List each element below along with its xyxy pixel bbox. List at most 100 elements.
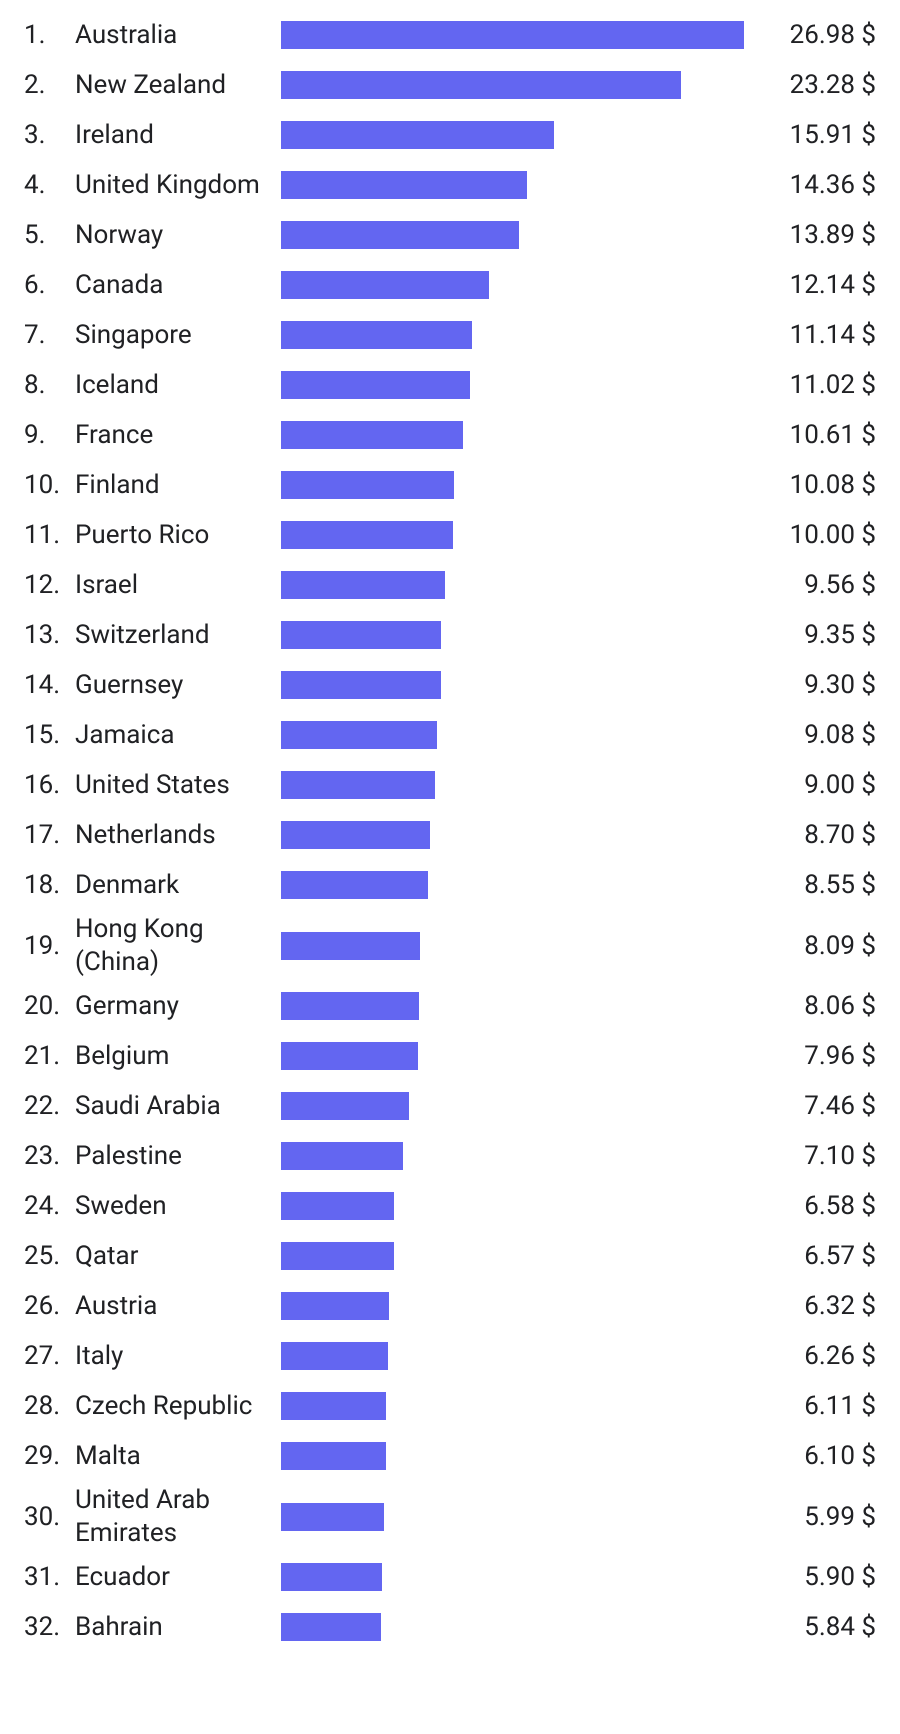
bar-fill (281, 571, 445, 599)
chart-row: 12.Israel9.56 $ (20, 560, 880, 610)
bar-fill (281, 1192, 394, 1220)
bar-fill (281, 1613, 381, 1641)
chart-row: 22.Saudi Arabia7.46 $ (20, 1081, 880, 1131)
bar-track (275, 1242, 750, 1270)
bar-fill (281, 721, 437, 749)
row-value: 5.84 $ (750, 1612, 880, 1642)
bar-track (275, 21, 750, 49)
row-rank: 4. (20, 170, 75, 200)
row-value: 23.28 $ (750, 70, 880, 100)
chart-row: 7.Singapore11.14 $ (20, 310, 880, 360)
bar-track (275, 71, 750, 99)
row-label: Hong Kong (China) (75, 913, 275, 978)
row-rank: 23. (20, 1141, 75, 1171)
row-value: 9.35 $ (750, 620, 880, 650)
chart-row: 28.Czech Republic6.11 $ (20, 1381, 880, 1431)
row-rank: 17. (20, 820, 75, 850)
bar-fill (281, 1392, 386, 1420)
bar-track (275, 932, 750, 960)
row-label: Jamaica (75, 719, 275, 752)
bar-track (275, 171, 750, 199)
row-rank: 14. (20, 670, 75, 700)
row-value: 6.58 $ (750, 1191, 880, 1221)
row-rank: 24. (20, 1191, 75, 1221)
row-rank: 19. (20, 931, 75, 961)
row-rank: 20. (20, 991, 75, 1021)
row-label: New Zealand (75, 69, 275, 102)
row-rank: 3. (20, 120, 75, 150)
bar-fill (281, 1563, 382, 1591)
chart-row: 5.Norway 13.89 $ (20, 210, 880, 260)
row-value: 10.08 $ (750, 470, 880, 500)
bar-track (275, 1292, 750, 1320)
bar-fill (281, 321, 472, 349)
row-label: France (75, 419, 275, 452)
chart-row: 23.Palestine 7.10 $ (20, 1131, 880, 1181)
bar-fill (281, 932, 420, 960)
chart-row: 18.Denmark8.55 $ (20, 860, 880, 910)
row-value: 13.89 $ (750, 220, 880, 250)
row-rank: 15. (20, 720, 75, 750)
row-rank: 9. (20, 420, 75, 450)
row-rank: 21. (20, 1041, 75, 1071)
bar-track (275, 771, 750, 799)
row-label: Bahrain (75, 1611, 275, 1644)
row-label: Malta (75, 1440, 275, 1473)
bar-track (275, 221, 750, 249)
bar-track (275, 371, 750, 399)
bar-fill (281, 471, 454, 499)
row-label: Palestine (75, 1140, 275, 1173)
bar-track (275, 1563, 750, 1591)
row-rank: 10. (20, 470, 75, 500)
row-value: 9.00 $ (750, 770, 880, 800)
chart-row: 1.Australia26.98 $ (20, 10, 880, 60)
row-label: Sweden (75, 1190, 275, 1223)
chart-row: 11.Puerto Rico10.00 $ (20, 510, 880, 560)
row-value: 8.09 $ (750, 931, 880, 961)
chart-row: 25.Qatar6.57 $ (20, 1231, 880, 1281)
row-label: United Kingdom (75, 169, 275, 202)
bar-fill (281, 521, 453, 549)
row-label: Guernsey (75, 669, 275, 702)
row-rank: 5. (20, 220, 75, 250)
row-value: 5.99 $ (750, 1502, 880, 1532)
row-label: Norway (75, 219, 275, 252)
row-value: 15.91 $ (750, 120, 880, 150)
bar-track (275, 1092, 750, 1120)
row-rank: 18. (20, 870, 75, 900)
row-value: 8.70 $ (750, 820, 880, 850)
bar-fill (281, 1142, 403, 1170)
chart-row: 14.Guernsey 9.30 $ (20, 660, 880, 710)
bar-track (275, 121, 750, 149)
chart-row: 19.Hong Kong (China) 8.09 $ (20, 910, 880, 981)
bar-fill (281, 1442, 386, 1470)
bar-track (275, 571, 750, 599)
row-value: 7.46 $ (750, 1091, 880, 1121)
row-value: 6.26 $ (750, 1341, 880, 1371)
row-value: 7.10 $ (750, 1141, 880, 1171)
row-rank: 22. (20, 1091, 75, 1121)
chart-row: 3.Ireland15.91 $ (20, 110, 880, 160)
row-label: Finland (75, 469, 275, 502)
bar-track (275, 1192, 750, 1220)
chart-row: 21.Belgium7.96 $ (20, 1031, 880, 1081)
row-value: 9.30 $ (750, 670, 880, 700)
chart-row: 9.France10.61 $ (20, 410, 880, 460)
row-value: 12.14 $ (750, 270, 880, 300)
bar-fill (281, 71, 681, 99)
bar-track (275, 1142, 750, 1170)
row-rank: 32. (20, 1612, 75, 1642)
row-rank: 2. (20, 70, 75, 100)
row-label: Ecuador (75, 1561, 275, 1594)
bar-fill (281, 1503, 384, 1531)
row-label: Italy (75, 1340, 275, 1373)
row-label: Austria (75, 1290, 275, 1323)
bar-track (275, 321, 750, 349)
row-rank: 6. (20, 270, 75, 300)
bar-track (275, 1613, 750, 1641)
row-value: 10.00 $ (750, 520, 880, 550)
bar-track (275, 1342, 750, 1370)
row-rank: 16. (20, 770, 75, 800)
row-label: Switzerland (75, 619, 275, 652)
row-rank: 26. (20, 1291, 75, 1321)
